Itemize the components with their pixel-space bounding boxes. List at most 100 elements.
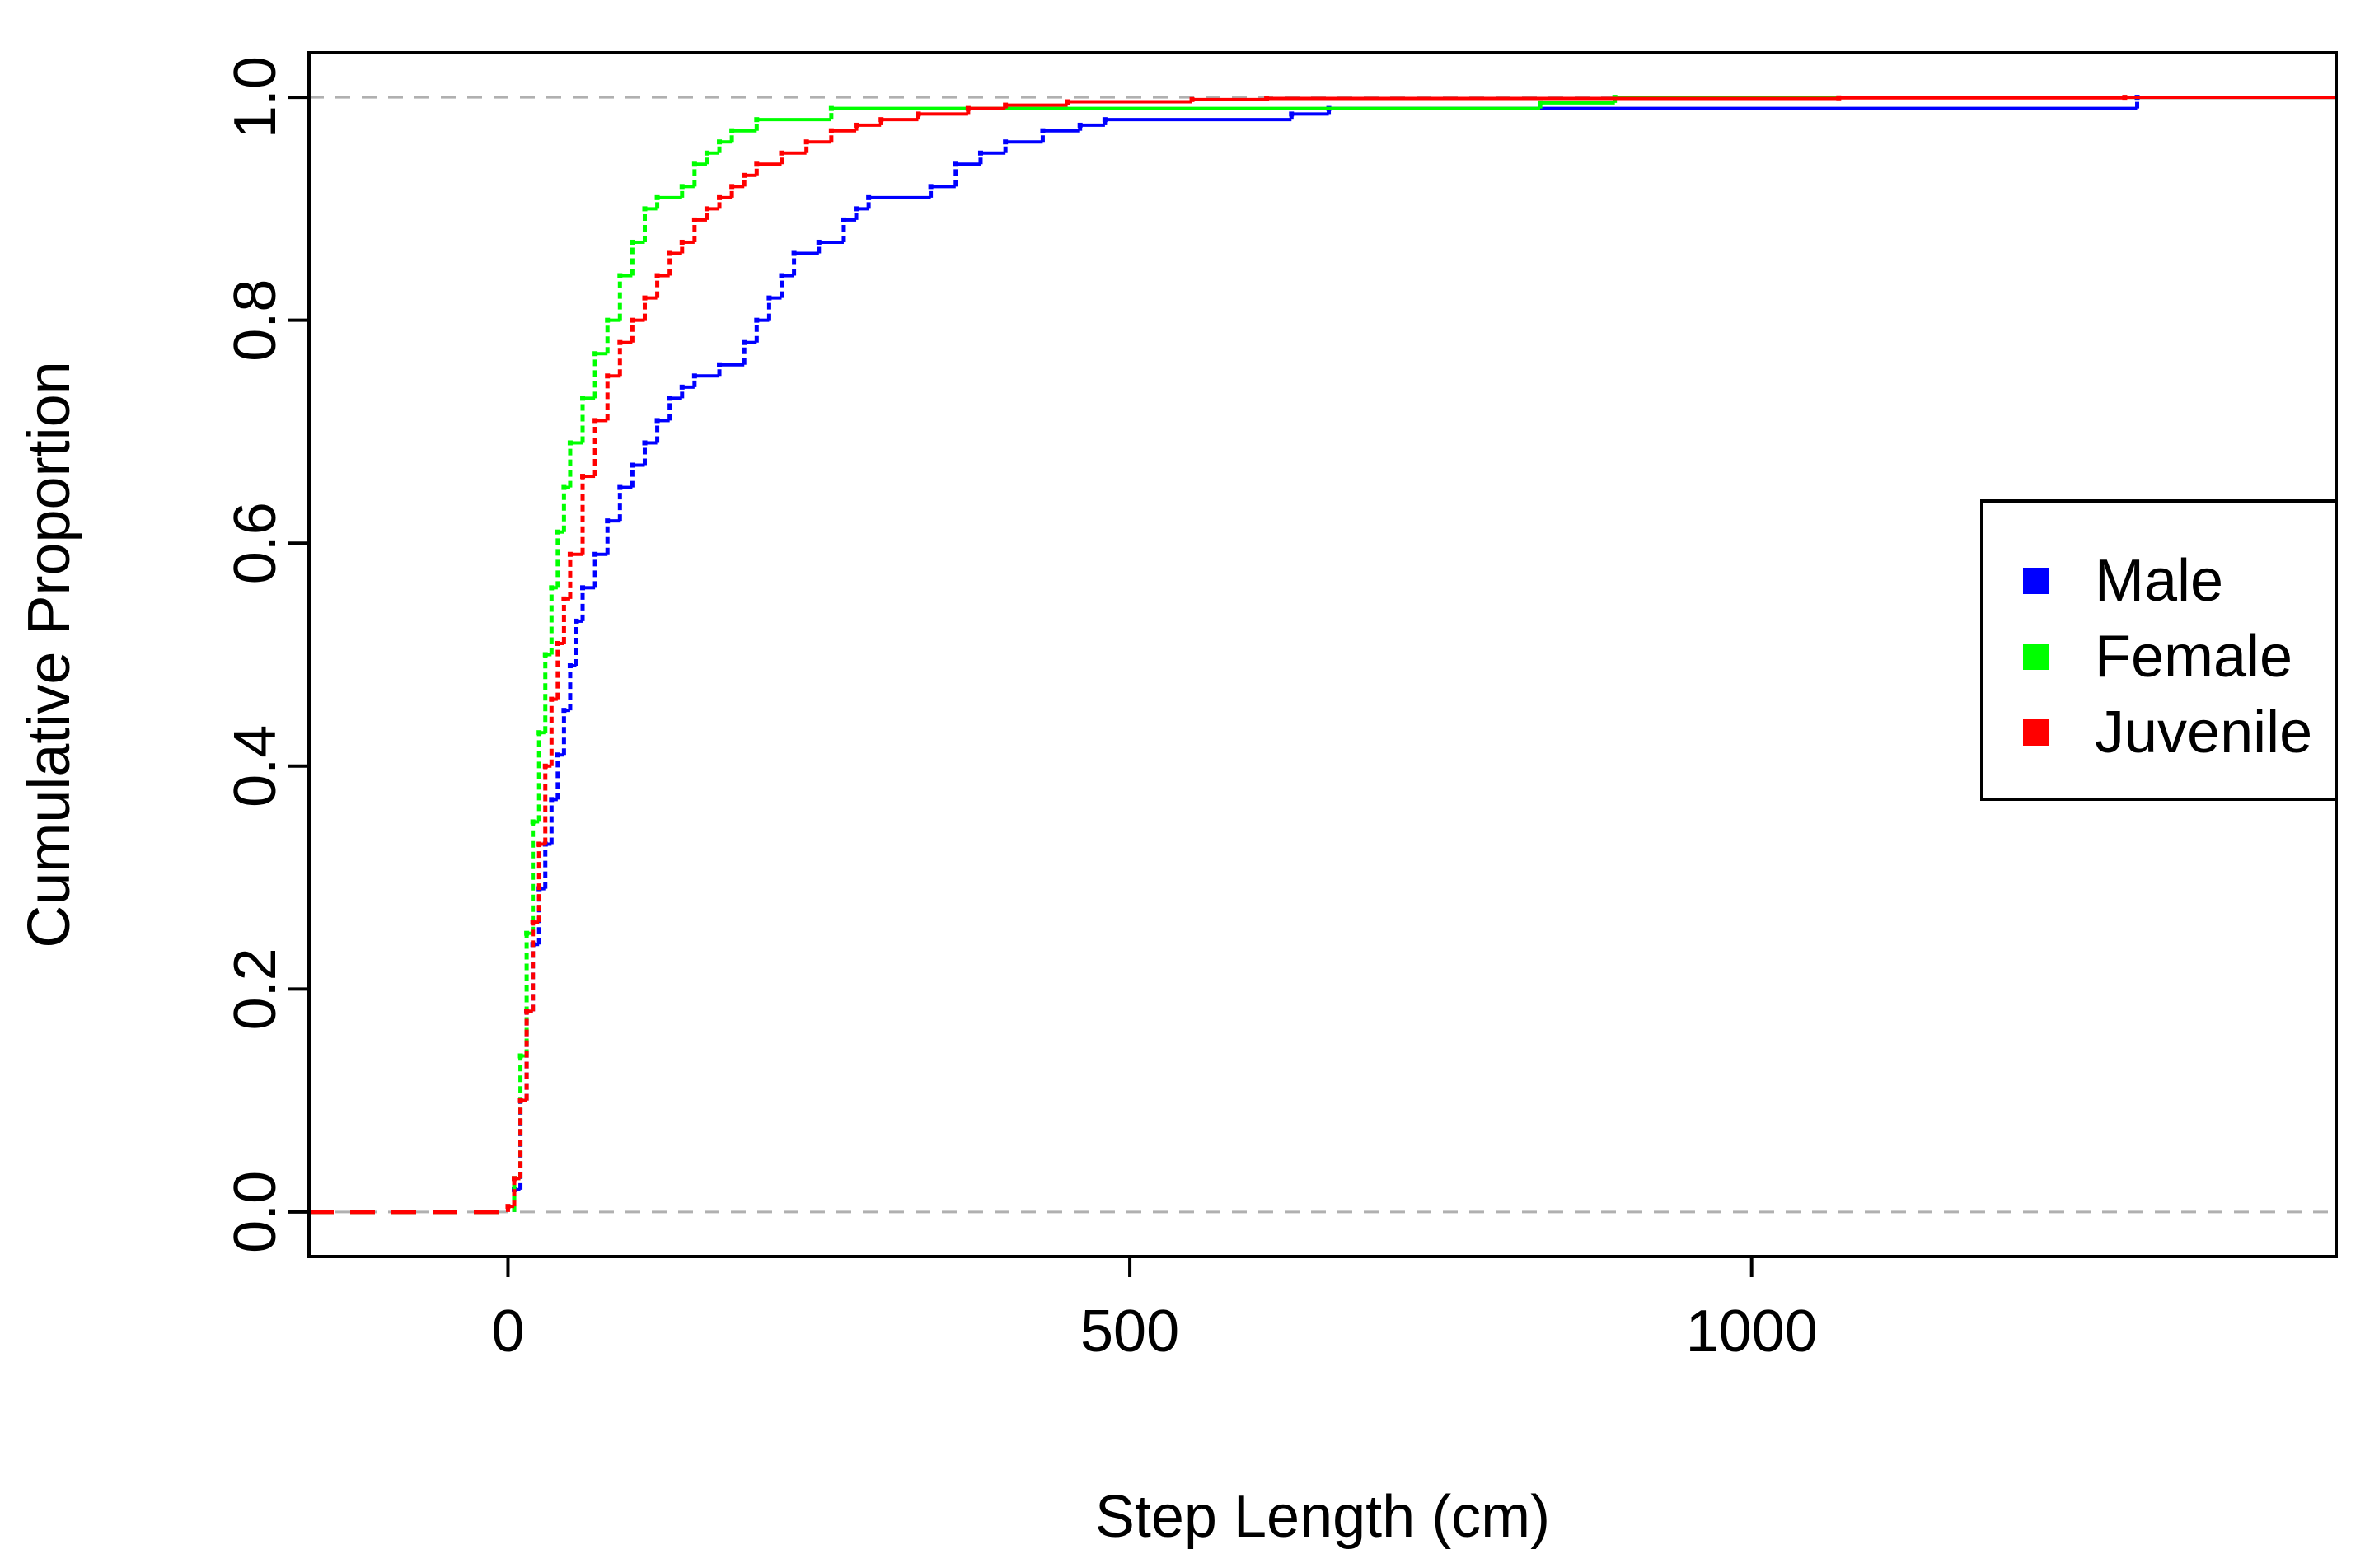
x-axis-label: Step Length (cm) <box>1095 1484 1550 1550</box>
series-juvenile <box>309 95 2336 1215</box>
legend-swatch-female <box>2023 644 2049 670</box>
series-female-point <box>630 239 635 245</box>
series-male-point <box>555 752 560 758</box>
legend-label-juvenile: Juvenile <box>2095 700 2312 765</box>
series-male-point <box>1003 139 1009 145</box>
series-juvenile-point <box>717 194 723 200</box>
series-female-point <box>592 351 598 357</box>
legend-label-male: Male <box>2095 548 2223 614</box>
legend-swatch-male <box>2023 568 2049 594</box>
series-juvenile-point <box>1836 95 1842 101</box>
y-tick-label: 0.2 <box>222 948 288 1030</box>
series-male-point <box>866 194 872 200</box>
x-tick-label: 0 <box>491 1299 524 1364</box>
series-juvenile-point <box>536 841 542 847</box>
series-male-point <box>605 518 611 524</box>
series-juvenile-point <box>555 640 560 646</box>
series-female-point <box>530 819 536 825</box>
series-juvenile-point <box>679 239 685 245</box>
legend-swatch-juvenile <box>2023 719 2049 746</box>
series-juvenile-point <box>1189 96 1195 102</box>
series-male-point <box>766 295 772 301</box>
series-male-point <box>549 797 555 803</box>
series-male-point <box>816 239 822 245</box>
series-juvenile-point <box>630 317 635 323</box>
y-tick-label: 1.0 <box>222 56 288 138</box>
series-juvenile-point <box>505 1204 511 1210</box>
series-juvenile-point <box>2122 95 2128 101</box>
series-male-point <box>977 150 983 156</box>
series-male-point <box>1289 111 1295 117</box>
series-juvenile-point <box>742 172 747 178</box>
series-juvenile-point <box>1003 102 1009 108</box>
series-juvenile-point <box>1065 99 1070 105</box>
series-juvenile-point <box>854 122 859 128</box>
y-tick-label: 0.6 <box>222 502 288 584</box>
y-tick-label: 0.4 <box>222 725 288 807</box>
series-juvenile-point <box>605 373 611 379</box>
series-juvenile-point <box>828 128 834 133</box>
series-juvenile-point <box>729 184 735 190</box>
series-male-point <box>1040 128 1046 133</box>
series-juvenile-point <box>580 474 586 480</box>
series-juvenile-point <box>691 217 697 222</box>
series-juvenile-point <box>704 206 710 212</box>
series-juvenile-point <box>803 139 809 145</box>
series-juvenile-point <box>530 920 536 925</box>
series-juvenile-point <box>542 763 548 769</box>
series-juvenile-point <box>779 150 784 156</box>
series-male-point <box>841 217 846 222</box>
series-male-point <box>580 585 586 591</box>
series-juvenile-point <box>642 295 648 301</box>
series-juvenile-point <box>916 111 921 117</box>
y-tick-label: 0.8 <box>222 279 288 362</box>
series-male-point <box>630 462 635 468</box>
series-juvenile-point <box>512 1176 517 1182</box>
series-male-point <box>567 663 573 669</box>
series-male-point <box>691 373 697 379</box>
series-female-point <box>561 484 567 490</box>
series-male-point <box>561 708 567 714</box>
series-female-point <box>729 128 735 133</box>
y-axis-label: Cumulative Proportion <box>16 361 82 948</box>
series-female-point <box>524 930 530 936</box>
series-male-point <box>953 161 958 167</box>
series-female-point <box>754 117 760 123</box>
x-axis: 0 500 1000 <box>491 1257 1818 1364</box>
series-male-point <box>854 206 859 212</box>
series-juvenile-point <box>617 339 623 345</box>
series-male-point <box>1102 117 1108 123</box>
series-female-point <box>704 150 710 156</box>
series-juvenile-point <box>654 273 660 278</box>
series-male-point <box>654 418 660 424</box>
series-female-point <box>717 139 723 145</box>
series-male-point <box>574 618 579 624</box>
series-juvenile-point <box>878 117 884 123</box>
series-juvenile-point <box>592 418 598 424</box>
series-male-point <box>754 317 760 323</box>
series-male-point <box>679 384 685 390</box>
series-male-point <box>717 362 723 367</box>
series-juvenile-point <box>567 551 573 557</box>
series-juvenile-point <box>549 696 555 702</box>
series-female-point <box>536 730 542 736</box>
series-female-point <box>549 585 555 591</box>
series-male-point <box>791 250 797 256</box>
legend: Male Female Juvenile <box>1980 499 2338 801</box>
x-tick-label: 1000 <box>1686 1299 1818 1364</box>
series-male-point <box>667 396 672 401</box>
series-female-point <box>555 529 560 535</box>
series-male-point <box>1077 122 1083 128</box>
series-male-point <box>592 551 598 557</box>
series-female-point <box>828 105 834 111</box>
series-male-point <box>617 484 623 490</box>
series-female-point <box>517 1053 523 1059</box>
series-female-point <box>691 161 697 167</box>
series-juvenile-point <box>561 596 567 601</box>
series-juvenile-point <box>517 1098 523 1103</box>
legend-label-female: Female <box>2095 624 2292 690</box>
x-tick-label: 500 <box>1080 1299 1179 1364</box>
series-female-point <box>1538 100 1543 105</box>
series-female-point <box>567 440 573 446</box>
series-juvenile-point <box>965 105 971 111</box>
